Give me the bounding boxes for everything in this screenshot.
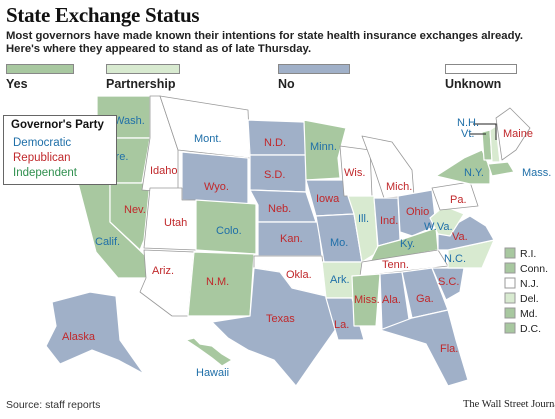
small-state-marker-dc	[504, 322, 516, 334]
state-minn	[303, 119, 347, 181]
state-label-texas: Texas	[266, 313, 295, 325]
state-label-nev: Nev.	[124, 204, 146, 216]
small-state-marker-conn	[504, 262, 516, 274]
small-state-label-nj: N.J.	[520, 278, 539, 290]
legend-swatch-yes	[6, 64, 74, 74]
state-label-hawaii: Hawaii	[196, 367, 229, 379]
state-hawaii	[185, 337, 233, 367]
state-label-vt: Vt.	[461, 128, 474, 140]
state-label-ark: Ark.	[330, 274, 350, 286]
state-label-wyo: Wyo.	[204, 181, 229, 193]
state-label-wash: Wash.	[114, 115, 145, 127]
party-key-democratic: Democratic	[13, 137, 72, 149]
state-pa	[431, 181, 479, 211]
state-wyo	[181, 151, 249, 206]
legend-swatch-partnership	[106, 64, 180, 74]
legend-label-partnership: Partnership	[106, 77, 176, 91]
small-state-marker-nj	[504, 277, 516, 289]
chart-subtitle: Most governors have made known their int…	[6, 30, 524, 55]
state-label-kan: Kan.	[280, 233, 303, 245]
state-label-minn: Minn.	[310, 141, 337, 153]
state-label-idaho: Idaho	[150, 165, 178, 177]
state-label-sd: S.D.	[264, 169, 285, 181]
state-mass	[487, 161, 515, 177]
state-label-iowa: Iowa	[316, 193, 340, 205]
state-maine	[495, 107, 531, 161]
legend-label-unknown: Unknown	[445, 77, 502, 91]
state-colo	[195, 199, 257, 255]
small-state-label-del: Del.	[520, 293, 539, 305]
state-label-alaska: Alaska	[62, 331, 96, 343]
state-label-ky: Ky.	[400, 238, 415, 250]
state-label-mass: Mass.	[522, 167, 551, 179]
state-label-ill: Ill.	[358, 213, 369, 225]
state-miss	[351, 273, 381, 327]
state-label-tenn: Tenn.	[382, 259, 409, 271]
state-ohio	[397, 189, 437, 237]
state-label-nc: N.C.	[444, 253, 466, 265]
state-alaska	[45, 291, 145, 375]
state-fla	[379, 309, 469, 387]
state-label-okla: Okla.	[286, 269, 312, 281]
source-note: Source: staff reports	[6, 399, 101, 411]
state-label-nh: N.H.	[457, 117, 479, 129]
governor-party-key: Governor's Party Democratic Republican I…	[3, 115, 117, 185]
state-texas	[211, 267, 339, 387]
small-state-marker-ri	[504, 247, 516, 259]
state-label-la: La.	[334, 319, 349, 331]
state-va	[437, 215, 495, 251]
legend-swatch-unknown	[445, 64, 517, 74]
small-state-label-conn: Conn.	[520, 263, 548, 275]
state-label-wis: Wis.	[344, 167, 365, 179]
state-label-nd: N.D.	[264, 137, 286, 149]
state-label-utah: Utah	[164, 217, 187, 229]
state-nh	[489, 125, 501, 163]
state-label-mich: Mich.	[386, 181, 412, 193]
state-label-calif: Calif.	[95, 236, 120, 248]
legend-swatch-no	[278, 64, 350, 74]
state-label-ga: Ga.	[416, 293, 434, 305]
state-label-fla: Fla.	[440, 343, 458, 355]
state-label-va: Va.	[452, 231, 468, 243]
chart-title: State Exchange Status	[6, 3, 200, 27]
party-key-title: Governor's Party	[11, 119, 104, 131]
state-label-wva: W.Va.	[424, 221, 453, 233]
party-key-independent: Independent	[13, 167, 77, 179]
state-label-neb: Neb.	[268, 203, 291, 215]
callout-nh	[473, 123, 497, 140]
state-ariz	[139, 249, 195, 317]
state-label-sc: S.C.	[438, 276, 459, 288]
small-state-label-dc: D.C.	[520, 323, 541, 335]
state-label-miss: Miss.	[354, 294, 380, 306]
state-label-mont: Mont.	[194, 133, 222, 145]
state-label-ny: N.Y.	[464, 167, 484, 179]
legend-label-no: No	[278, 77, 295, 91]
small-state-label-md: Md.	[520, 308, 538, 320]
small-state-marker-del	[504, 292, 516, 304]
credit-line: The Wall Street Journal	[463, 399, 555, 410]
small-state-label-ri: R.I.	[520, 248, 536, 260]
small-state-marker-md	[504, 307, 516, 319]
state-label-mo: Mo.	[330, 237, 348, 249]
state-label-ind: Ind.	[380, 215, 398, 227]
state-label-maine: Maine	[503, 128, 533, 140]
state-label-ohio: Ohio	[406, 206, 429, 218]
party-key-republican: Republican	[13, 152, 71, 164]
state-label-pa: Pa.	[450, 194, 467, 206]
state-label-colo: Colo.	[216, 225, 242, 237]
state-label-ariz: Ariz.	[152, 265, 174, 277]
state-label-nm: N.M.	[206, 276, 229, 288]
state-ill	[347, 195, 379, 263]
legend-label-yes: Yes	[6, 77, 28, 91]
state-label-ala: Ala.	[382, 294, 401, 306]
